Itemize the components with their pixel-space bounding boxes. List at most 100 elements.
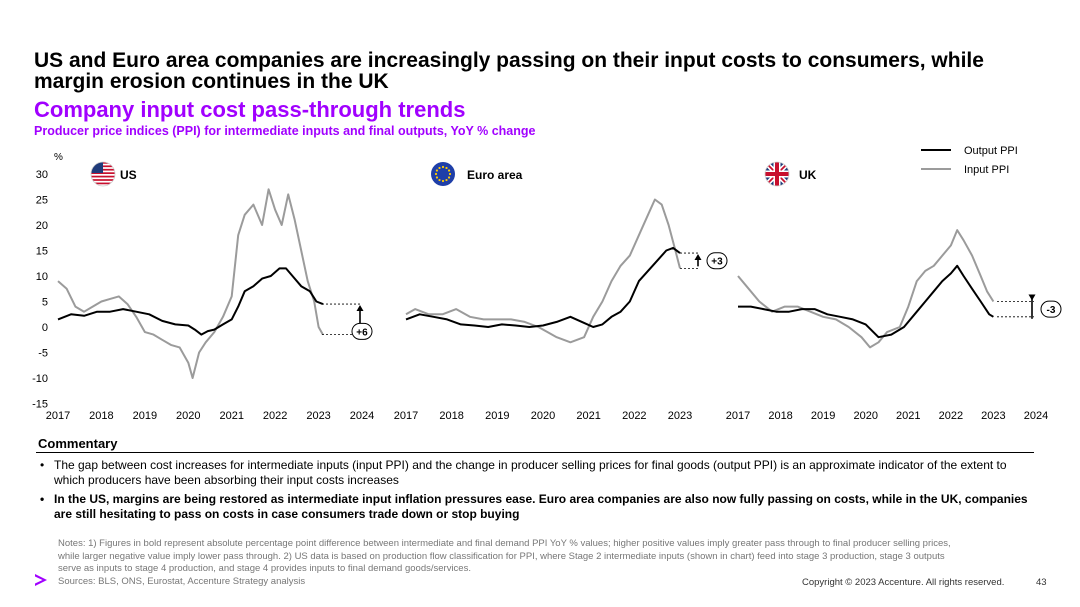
- y-tick-label: 15: [36, 246, 48, 258]
- flag-star: [434, 172, 438, 176]
- gap-value-label: -3: [1047, 305, 1056, 316]
- slide-title: US and Euro area companies are increasin…: [34, 49, 984, 93]
- flag-star: [438, 178, 441, 182]
- flag-star: [447, 176, 451, 179]
- x-tick-label: 2021: [896, 410, 920, 422]
- y-tick-label: 20: [36, 220, 48, 232]
- legend-label-output: Output PPI: [964, 145, 1018, 157]
- commentary-divider: [36, 452, 1034, 453]
- flag-body: [91, 162, 115, 185]
- commentary-bullet: • In the US, margins are being restored a…: [38, 492, 1028, 522]
- x-tick-label: 2020: [176, 410, 200, 422]
- flag-star: [435, 176, 439, 179]
- panel-title: US: [120, 168, 137, 182]
- x-tick-label: 2022: [622, 410, 646, 422]
- flag-star: [448, 172, 452, 176]
- x-tick-label: 2022: [939, 410, 963, 422]
- y-axis: % 30 25 20 15 10 5 0 -5 -10 -15: [32, 152, 63, 411]
- legend-label-input: Input PPI: [964, 164, 1009, 176]
- y-tick-label: -15: [32, 399, 48, 411]
- chart-legend: Output PPI Input PPI: [921, 145, 1018, 176]
- x-tick-label: 2018: [439, 410, 463, 422]
- x-tick-label: 2023: [981, 410, 1005, 422]
- x-tick-label: 2020: [853, 410, 877, 422]
- flag-star: [445, 166, 448, 170]
- us-flag-icon: [90, 161, 116, 187]
- copyright: Copyright © 2023 Accenture. All rights r…: [802, 577, 1005, 588]
- input-ppi-line: [57, 188, 324, 379]
- flag-star: [441, 165, 445, 169]
- commentary-bullet: • The gap between cost increases for inte…: [38, 458, 1028, 488]
- y-tick-label: 5: [42, 297, 48, 309]
- y-tick-label: -10: [32, 373, 48, 385]
- flag-canton: [91, 162, 103, 173]
- commentary-heading: Commentary: [38, 436, 118, 451]
- gap-value-label: +3: [711, 257, 723, 268]
- x-tick-label: 2019: [811, 410, 835, 422]
- flag-star: [438, 166, 441, 170]
- flag-stripe: [91, 179, 115, 181]
- x-tick-label: 2022: [263, 410, 287, 422]
- flag-star: [435, 169, 439, 172]
- x-tick-label: 2020: [531, 410, 555, 422]
- accenture-logo-icon: [35, 574, 47, 586]
- bullet-dot-icon: •: [40, 458, 45, 472]
- x-tick-label: 2019: [133, 410, 157, 422]
- x-tick-label: 2017: [394, 410, 418, 422]
- output-ppi-line: [738, 264, 994, 339]
- ppi-chart: % 30 25 20 15 10 5 0 -5 -10 -15 US 2017 2018 2019 2020…: [32, 145, 1062, 422]
- bullet-text: The gap between cost increases for inter…: [54, 458, 1007, 487]
- sources: Sources: BLS, ONS, Eurostat, Accenture S…: [58, 576, 306, 587]
- panel-title: UK: [799, 168, 817, 182]
- x-tick-label: 2023: [668, 410, 692, 422]
- chart-subtitle: Producer price indices (PPI) for interme…: [34, 124, 536, 138]
- y-tick-label: 25: [36, 195, 48, 207]
- x-tick-label: 2018: [768, 410, 792, 422]
- y-tick-label: -5: [38, 348, 48, 360]
- flag-star: [447, 169, 451, 172]
- panel-us: US 2017 2018 2019 2020 2021 2022 2023 2024 +6: [46, 161, 374, 422]
- flag-body: [765, 162, 789, 186]
- x-tick-label: 2024: [1024, 410, 1048, 422]
- x-tick-label: 2023: [306, 410, 330, 422]
- flag-star: [445, 178, 448, 182]
- page-number: 43: [1036, 577, 1047, 588]
- output-ppi-line: [57, 267, 324, 336]
- input-ppi-line: [405, 198, 681, 344]
- x-tick-label: 2021: [219, 410, 243, 422]
- eu-flag-icon: [431, 162, 455, 186]
- panel-uk: UK 2017 2018 2019 2020 2021 2022 2023 2024 -3: [726, 161, 1062, 422]
- slide-subtitle: Company input cost pass-through trends: [34, 97, 466, 122]
- y-tick-label: 10: [36, 271, 48, 283]
- x-tick-label: 2024: [350, 410, 374, 422]
- output-ppi-line: [405, 246, 681, 328]
- gap-badge: [706, 252, 728, 270]
- panel-title: Euro area: [467, 168, 523, 182]
- flag-body: [431, 162, 455, 186]
- y-tick-label: 30: [36, 169, 48, 181]
- uk-flag-icon: [764, 161, 790, 187]
- chart-panels: US 2017 2018 2019 2020 2021 2022 2023 2024 +6 Euro…: [46, 161, 1062, 422]
- gap-arrow-icon: [1028, 294, 1036, 301]
- footnotes: Notes: 1) Figures in bold represent abso…: [58, 538, 951, 574]
- gap-value-label: +6: [356, 327, 368, 338]
- y-tick-label: 0: [42, 322, 48, 334]
- flag-cross-red: [775, 162, 779, 186]
- flag-outline: [90, 161, 116, 187]
- x-tick-label: 2018: [89, 410, 113, 422]
- input-ppi-line: [737, 229, 995, 349]
- panel-euro-area: Euro area 2017 2018 2019 2020 2021 2022 2023 +3: [394, 162, 728, 422]
- bullet-dot-icon: •: [40, 492, 45, 506]
- gap-arrow-icon: [694, 254, 702, 261]
- y-unit-label: %: [54, 152, 63, 163]
- bullet-text: In the US, margins are being restored as…: [54, 492, 1028, 521]
- x-tick-label: 2019: [485, 410, 509, 422]
- gap-arrow-icon: [356, 305, 364, 312]
- flag-stripe: [91, 182, 115, 185]
- gap-badge: [351, 322, 373, 340]
- x-tick-label: 2021: [576, 410, 600, 422]
- flag-stripe: [91, 172, 115, 174]
- x-tick-label: 2017: [726, 410, 750, 422]
- commentary-list: • The gap between cost increases for inte…: [38, 458, 1028, 526]
- x-tick-label: 2017: [46, 410, 70, 422]
